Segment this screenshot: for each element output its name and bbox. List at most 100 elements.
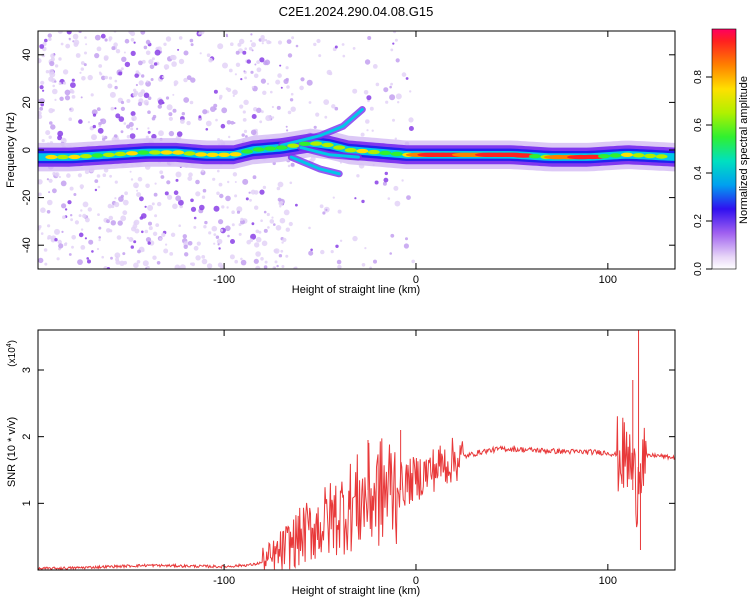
speckle-dot: [87, 74, 93, 81]
speckle-dot: [148, 221, 152, 226]
speckle-dot: [154, 182, 157, 185]
speckle-dot: [250, 189, 256, 195]
speckle-dot: [187, 176, 193, 182]
speckle-dot: [113, 42, 118, 47]
speckle-dot: [39, 106, 44, 111]
speckle-dot: [230, 42, 234, 46]
speckle-dot: [78, 119, 83, 124]
speckle-dot: [135, 185, 138, 189]
speckle-dot: [190, 198, 194, 203]
speckle-dot: [221, 205, 225, 209]
speckle-dot: [390, 233, 395, 238]
speckle-dot: [58, 57, 62, 61]
speckle-dot: [149, 64, 155, 70]
speckle-dot: [256, 67, 262, 73]
speckle-dot: [169, 252, 174, 256]
speckle-dot: [92, 113, 97, 117]
speckle-dot: [251, 42, 256, 48]
speckle-dot: [170, 54, 175, 60]
speckle-dot: [218, 219, 224, 225]
speckle-dot: [281, 241, 284, 244]
ridge-peak: [68, 154, 81, 160]
speckle-dot: [405, 77, 409, 80]
speckle-dot: [352, 88, 358, 94]
speckle-dot: [108, 76, 113, 80]
speckle-dot: [251, 86, 255, 89]
speckle-dot: [217, 169, 220, 173]
speckle-dot: [222, 62, 228, 69]
speckle-dot: [123, 51, 126, 54]
speckle-dot: [52, 84, 55, 88]
speckle-dot: [225, 225, 231, 232]
speckle-dot: [260, 257, 264, 261]
speckle-dot: [162, 75, 165, 79]
speckle-dot: [339, 239, 343, 242]
speckle-dot: [263, 60, 268, 66]
speckle-dot: [393, 31, 397, 34]
speckle-dot: [121, 56, 127, 62]
speckle-dot: [195, 179, 200, 185]
speckle-dot: [155, 223, 160, 228]
speckle-dot: [254, 205, 259, 210]
speckle-dot: [44, 262, 48, 266]
speckle-dot: [263, 228, 268, 233]
speckle-dot: [54, 98, 57, 101]
speckle-dot: [115, 49, 121, 54]
speckle-dot: [145, 135, 149, 139]
speckle-dot: [144, 229, 149, 234]
speckle-dot: [110, 106, 115, 111]
speckle-dot: [179, 264, 186, 269]
speckle-dot: [384, 171, 388, 176]
speckle-dot: [291, 36, 295, 40]
speckle-dot: [243, 70, 246, 73]
speckle-dot: [133, 41, 136, 44]
speckle-dot: [364, 247, 367, 250]
speckle-dot: [266, 82, 270, 85]
speckle-dot: [72, 33, 79, 40]
speckle-dot: [392, 118, 395, 122]
speckle-dot: [408, 117, 414, 123]
speckle-dot: [120, 106, 125, 111]
spectrogram-x-axis-label: Height of straight line (km): [292, 284, 420, 296]
speckle-dot: [170, 232, 176, 237]
speckle-dot: [140, 31, 146, 35]
speckle-dot: [99, 72, 103, 76]
speckle-dot: [236, 206, 243, 213]
speckle-dot: [107, 83, 113, 89]
speckle-dot: [128, 31, 133, 35]
speckle-dot: [261, 240, 268, 247]
speckle-dot: [39, 44, 45, 49]
speckle-dot: [267, 226, 270, 229]
speckle-dot: [39, 98, 45, 104]
speckle-dot: [325, 208, 328, 211]
speckle-dot: [118, 116, 125, 122]
speckle-dot: [394, 38, 398, 42]
speckle-dot: [86, 257, 89, 260]
speckle-dot: [145, 50, 151, 56]
speckle-dot: [151, 57, 155, 61]
speckle-dot: [295, 44, 299, 48]
speckle-dot: [270, 90, 273, 94]
speckle-dot: [276, 186, 281, 191]
speckle-dot: [188, 172, 193, 177]
speckle-dot: [295, 203, 298, 207]
speckle-dot: [395, 93, 402, 100]
speckle-dot: [70, 218, 73, 222]
speckle-dot: [227, 180, 230, 184]
speckle-dot: [47, 199, 53, 206]
speckle-dot: [64, 208, 68, 211]
ridge-peak: [321, 142, 334, 148]
speckle-dot: [193, 225, 197, 229]
speckle-dot: [54, 64, 59, 68]
speckle-dot: [103, 266, 108, 269]
speckle-dot: [308, 226, 311, 230]
speckle-dot: [60, 42, 64, 46]
colorbar-label: Normalized spectral amplitude: [738, 76, 750, 224]
speckle-dot: [289, 181, 293, 185]
x-tick-label: -100: [213, 575, 235, 587]
speckle-dot: [97, 127, 104, 134]
speckle-dot: [91, 250, 94, 253]
speckle-dot: [159, 237, 163, 241]
speckle-dot: [320, 249, 325, 255]
